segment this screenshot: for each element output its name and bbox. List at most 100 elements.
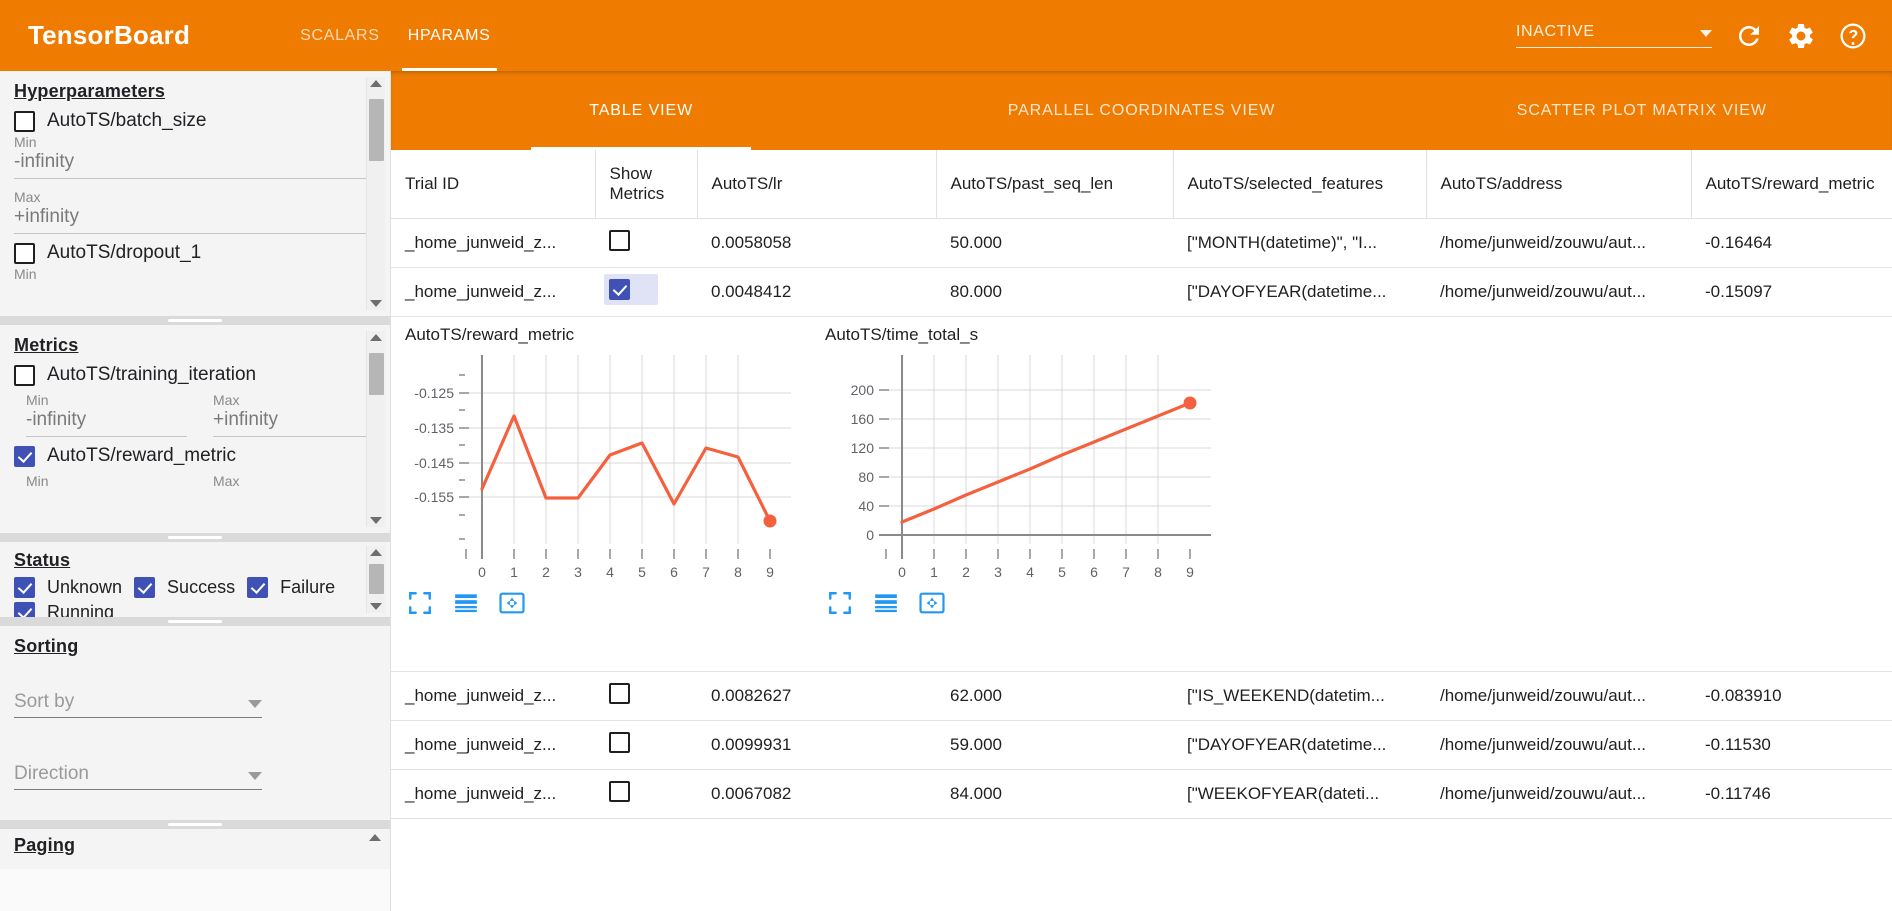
panel-divider[interactable] bbox=[0, 316, 390, 325]
reward-metric-line-chart[interactable]: -0.125 -0.135 -0.145 -0.155 0 1 2 3 4 5 … bbox=[391, 349, 811, 584]
cell-address: /home/junweid/zouwu/aut... bbox=[1426, 672, 1691, 722]
cell-show-metrics[interactable] bbox=[595, 769, 697, 820]
pan-reset-icon[interactable] bbox=[919, 590, 945, 616]
paging-scrollbar[interactable] bbox=[366, 831, 385, 867]
chart-last-point-marker bbox=[1183, 396, 1197, 410]
metric-checkbox-training-iteration[interactable]: AutoTS/training_iteration bbox=[14, 364, 374, 386]
show-metrics-checkbox[interactable] bbox=[609, 230, 630, 252]
metrics-scrollbar[interactable] bbox=[366, 331, 385, 527]
scroll-down-icon[interactable] bbox=[370, 603, 382, 610]
hyperparameters-scrollbar[interactable] bbox=[366, 77, 385, 310]
svg-text:2: 2 bbox=[962, 564, 970, 580]
cell-address: /home/junweid/zouwu/aut... bbox=[1426, 267, 1691, 318]
metric-reward-metric-min[interactable]: Min bbox=[26, 473, 187, 490]
cell-selected-features: ["DAYOFYEAR(datetime... bbox=[1173, 267, 1426, 318]
data-table-icon[interactable] bbox=[873, 590, 899, 616]
sort-by-label: Sort by bbox=[14, 691, 75, 712]
sort-by-select[interactable]: Sort by bbox=[14, 691, 262, 718]
cell-show-metrics[interactable] bbox=[595, 720, 697, 771]
svg-text:1: 1 bbox=[510, 564, 518, 580]
status-checkbox-failure[interactable]: Failure bbox=[247, 577, 335, 598]
table-row[interactable]: _home_junweid_z... 0.0067082 84.000 ["WE… bbox=[391, 769, 1892, 820]
help-icon[interactable] bbox=[1838, 21, 1868, 51]
refresh-icon[interactable] bbox=[1734, 21, 1764, 51]
cell-reward-metric: -0.11530 bbox=[1691, 720, 1892, 771]
status-scrollbar[interactable] bbox=[366, 546, 385, 613]
svg-text:-0.135: -0.135 bbox=[414, 420, 454, 436]
tab-scatter-plot-matrix-view[interactable]: SCATTER PLOT MATRIX VIEW bbox=[1516, 102, 1767, 119]
scroll-up-icon[interactable] bbox=[369, 834, 381, 841]
status-checkbox-unknown[interactable]: Unknown bbox=[14, 577, 122, 598]
metric-training-iteration-min[interactable]: Min -infinity bbox=[26, 392, 187, 437]
time-total-s-line-chart[interactable]: 200 160 120 80 40 0 0 1 2 3 4 5 6 7 8 bbox=[811, 349, 1231, 584]
scroll-up-icon[interactable] bbox=[370, 549, 382, 556]
scrollbar-thumb[interactable] bbox=[369, 99, 384, 161]
scrollbar-thumb[interactable] bbox=[369, 564, 384, 594]
svg-text:5: 5 bbox=[1058, 564, 1066, 580]
svg-text:200: 200 bbox=[851, 382, 875, 398]
scroll-down-icon[interactable] bbox=[370, 300, 382, 307]
hparam-dropout-1-min[interactable]: Min bbox=[14, 266, 374, 282]
panel-divider[interactable] bbox=[0, 533, 390, 542]
column-header-selected-features[interactable]: AutoTS/selected_features bbox=[1173, 150, 1427, 220]
show-metrics-checkbox[interactable] bbox=[609, 279, 630, 301]
direction-select[interactable]: Direction bbox=[14, 763, 262, 790]
scroll-up-icon[interactable] bbox=[370, 334, 382, 341]
hparam-checkbox-dropout-1[interactable]: AutoTS/dropout_1 bbox=[14, 242, 374, 264]
cell-past-seq-len: 84.000 bbox=[936, 769, 1173, 820]
tab-parallel-coordinates-view[interactable]: PARALLEL COORDINATES VIEW bbox=[1007, 102, 1276, 119]
svg-text:9: 9 bbox=[766, 564, 774, 580]
status-panel: Status Unknown Success Failure Running bbox=[0, 542, 390, 617]
cell-show-metrics[interactable] bbox=[595, 267, 697, 318]
cell-trial-id: _home_junweid_z... bbox=[391, 720, 595, 771]
run-status-selector[interactable]: INACTIVE bbox=[1516, 23, 1712, 48]
view-tabs: TABLE VIEW PARALLEL COORDINATES VIEW SCA… bbox=[391, 71, 1892, 150]
table-row[interactable]: _home_junweid_z... 0.0082627 62.000 ["IS… bbox=[391, 672, 1892, 722]
chart-x-tick-labels: 0 1 2 3 4 5 6 7 8 9 bbox=[478, 564, 774, 580]
status-checkbox-running[interactable]: Running bbox=[14, 602, 114, 617]
hparam-checkbox-batch-size[interactable]: AutoTS/batch_size bbox=[14, 110, 374, 132]
data-table-icon[interactable] bbox=[453, 590, 479, 616]
fullscreen-icon[interactable] bbox=[407, 590, 433, 616]
show-metrics-checkbox[interactable] bbox=[609, 732, 630, 754]
metric-training-iteration-max[interactable]: Max +infinity bbox=[213, 392, 374, 437]
cell-selected-features: ["MONTH(datetime)", "I... bbox=[1173, 218, 1426, 269]
cell-show-metrics[interactable] bbox=[595, 218, 697, 269]
nav-tab-hparams[interactable]: HPARAMS bbox=[394, 0, 505, 71]
metric-checkbox-reward-metric[interactable]: AutoTS/reward_metric bbox=[14, 445, 374, 467]
gear-icon[interactable] bbox=[1786, 21, 1816, 51]
table-row[interactable]: _home_junweid_z... 0.0099931 59.000 ["DA… bbox=[391, 720, 1892, 771]
panel-divider[interactable] bbox=[0, 820, 390, 829]
cell-trial-id: _home_junweid_z... bbox=[391, 267, 595, 318]
panel-divider[interactable] bbox=[0, 617, 390, 626]
chart-y-tick-labels: -0.125 -0.135 -0.145 -0.155 bbox=[414, 385, 454, 505]
column-header-lr[interactable]: AutoTS/lr bbox=[697, 150, 937, 220]
table-row[interactable]: _home_junweid_z... 0.0058058 50.000 ["MO… bbox=[391, 218, 1892, 269]
column-header-trial-id[interactable]: Trial ID bbox=[391, 150, 596, 220]
column-header-address[interactable]: AutoTS/address bbox=[1426, 150, 1692, 220]
nav-tab-scalars[interactable]: SCALARS bbox=[300, 27, 380, 44]
show-metrics-checkbox[interactable] bbox=[609, 683, 630, 705]
hparam-batch-size-max[interactable]: Max +infinity bbox=[14, 189, 374, 234]
status-checkbox-success[interactable]: Success bbox=[134, 577, 235, 598]
column-header-past-seq-len[interactable]: AutoTS/past_seq_len bbox=[936, 150, 1174, 220]
scroll-up-icon[interactable] bbox=[370, 80, 382, 87]
show-metrics-checkbox[interactable] bbox=[609, 781, 630, 803]
cell-show-metrics[interactable] bbox=[595, 672, 697, 722]
fullscreen-icon[interactable] bbox=[827, 590, 853, 616]
cell-reward-metric: -0.11746 bbox=[1691, 769, 1892, 820]
cell-trial-id: _home_junweid_z... bbox=[391, 672, 595, 722]
sorting-title: Sorting bbox=[14, 636, 79, 656]
scrollbar-thumb[interactable] bbox=[369, 353, 384, 395]
column-header-reward-metric[interactable]: AutoTS/reward_metric bbox=[1691, 150, 1892, 220]
svg-text:1: 1 bbox=[930, 564, 938, 580]
table-row[interactable]: _home_junweid_z... 0.0048412 80.000 ["DA… bbox=[391, 267, 1892, 318]
hparam-batch-size-min[interactable]: Min -infinity bbox=[14, 134, 374, 179]
pan-reset-icon[interactable] bbox=[499, 590, 525, 616]
tab-table-view[interactable]: TABLE VIEW bbox=[391, 71, 891, 150]
chevron-down-icon bbox=[248, 700, 262, 708]
cell-past-seq-len: 59.000 bbox=[936, 720, 1173, 771]
column-header-show-metrics[interactable]: Show Metrics bbox=[595, 150, 698, 220]
metric-reward-metric-max[interactable]: Max bbox=[213, 473, 374, 490]
scroll-down-icon[interactable] bbox=[370, 517, 382, 524]
